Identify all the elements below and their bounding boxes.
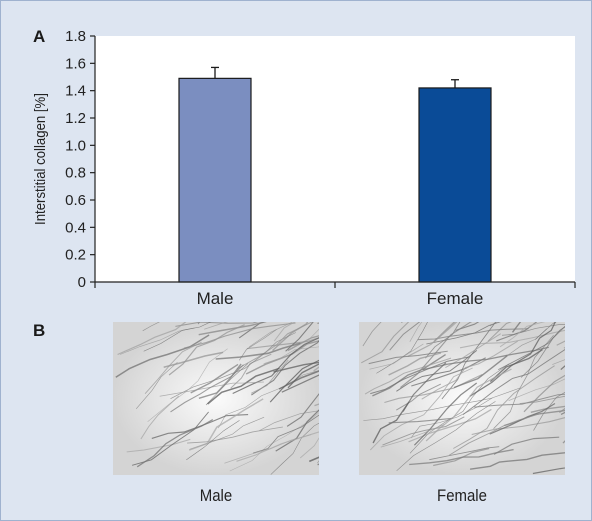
bar-male xyxy=(178,77,252,283)
bars xyxy=(178,77,492,283)
y-tick-label: 1.0 xyxy=(65,137,86,154)
y-tick-label: 1.2 xyxy=(65,110,86,127)
panel-a-letter: A xyxy=(33,27,46,46)
y-tick-label: 1.6 xyxy=(65,55,86,72)
y-tick-label: 0.2 xyxy=(65,247,86,264)
y-tick-label: 0.6 xyxy=(65,192,86,209)
y-tick-label: 1.8 xyxy=(65,28,86,45)
error-bars xyxy=(211,66,459,88)
female-micrograph-label: Female xyxy=(437,486,487,505)
x-tick-label: Female xyxy=(427,289,484,308)
y-axis-ticks: 0 0.2 0.4 0.6 0.8 1.0 1.2 1.4 1.6 1.8 xyxy=(65,28,95,291)
y-tick-label: 0.4 xyxy=(65,219,86,236)
plot-area xyxy=(95,36,575,282)
bar-chart: 00.20.40.60.81.01.21.41.61.8 Male Female … xyxy=(31,28,576,308)
x-axis-labels: Male Female xyxy=(197,289,484,308)
y-tick-label: 0 xyxy=(78,274,86,291)
x-axis-ticks xyxy=(94,282,576,288)
male-micrograph-label: Male xyxy=(199,486,233,505)
y-tick-label: 1.4 xyxy=(65,83,86,100)
bar-female xyxy=(418,87,492,283)
female-micrograph xyxy=(359,322,565,475)
y-tick-label: 0.8 xyxy=(65,165,86,182)
panel-b-letter: B xyxy=(33,321,46,340)
male-micrograph xyxy=(113,322,319,475)
x-tick-label: Male xyxy=(197,289,234,308)
y-axis-label: Interstitial collagen [%] xyxy=(31,93,48,225)
